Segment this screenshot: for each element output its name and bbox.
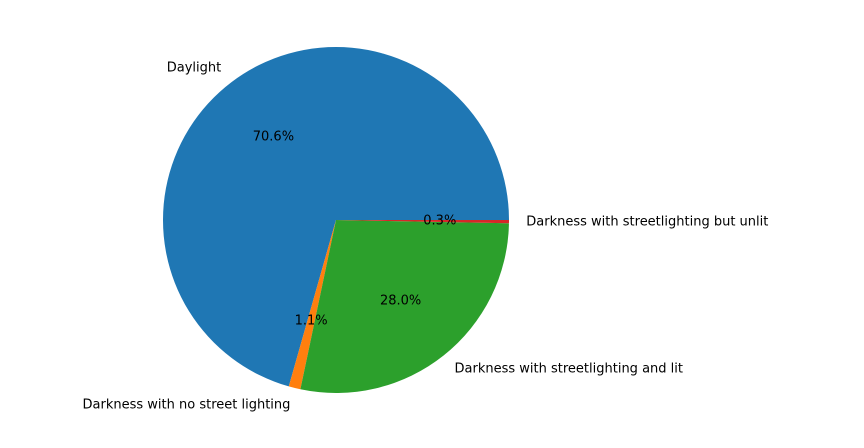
pie-slice-darkness-with-streetlighting-and-lit	[300, 220, 509, 393]
pie-slice-darkness-with-no-street-lighting	[288, 220, 336, 390]
slice-percent-daylight: 70.6%	[253, 130, 294, 145]
slice-percent-darkness-with-streetlighting-and-lit: 28.0%	[380, 294, 421, 309]
slice-percent-darkness-with-streetlighting-but-unlit: 0.3%	[423, 213, 456, 228]
pie-slices	[162, 46, 510, 393]
slice-percent-darkness-with-no-street-lighting: 1.1%	[295, 313, 328, 328]
slice-label-darkness-with-no-street-lighting: Darkness with no street lighting	[83, 397, 291, 412]
slice-label-darkness-with-streetlighting-and-lit: Darkness with streetlighting and lit	[455, 361, 683, 376]
pie-slice-darkness-with-streetlighting-but-unlit	[336, 220, 509, 224]
pie-labels: Daylight 70.6% Darkness with no street lig…	[83, 61, 769, 413]
slice-label-daylight: Daylight	[167, 61, 221, 76]
pie-slice-daylight	[162, 46, 510, 387]
slice-label-darkness-with-streetlighting-but-unlit: Darkness with streetlighting but unlit	[526, 214, 768, 229]
